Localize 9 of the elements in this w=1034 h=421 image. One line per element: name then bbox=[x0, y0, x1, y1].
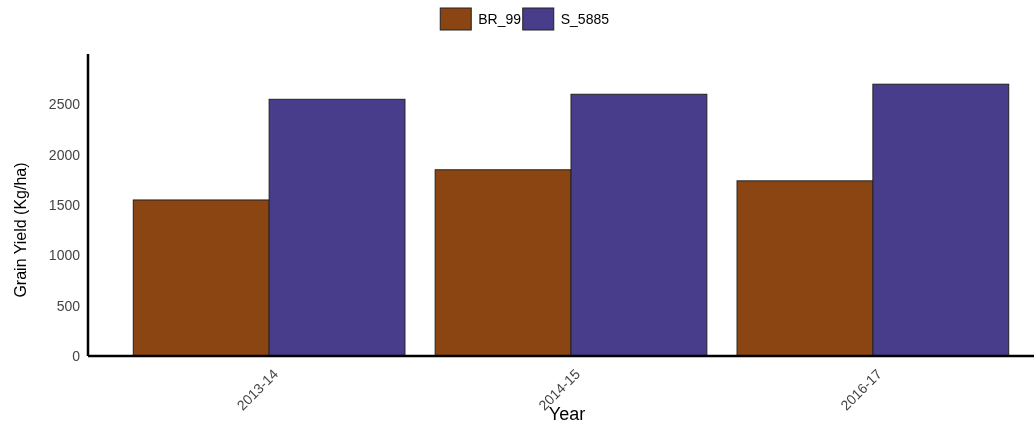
y-tick-label: 500 bbox=[56, 297, 81, 314]
y-tick-label: 1500 bbox=[48, 196, 81, 213]
y-tick-label: 1000 bbox=[48, 247, 81, 264]
y-tick-label: 0 bbox=[72, 347, 81, 364]
legend-label: BR_99 bbox=[478, 10, 522, 27]
y-axis-title: Grain Yield (Kg/ha) bbox=[12, 162, 29, 298]
y-tick-label: 2500 bbox=[48, 96, 81, 113]
y-tick-label: 2000 bbox=[48, 146, 81, 163]
legend-label: S_5885 bbox=[560, 10, 610, 27]
